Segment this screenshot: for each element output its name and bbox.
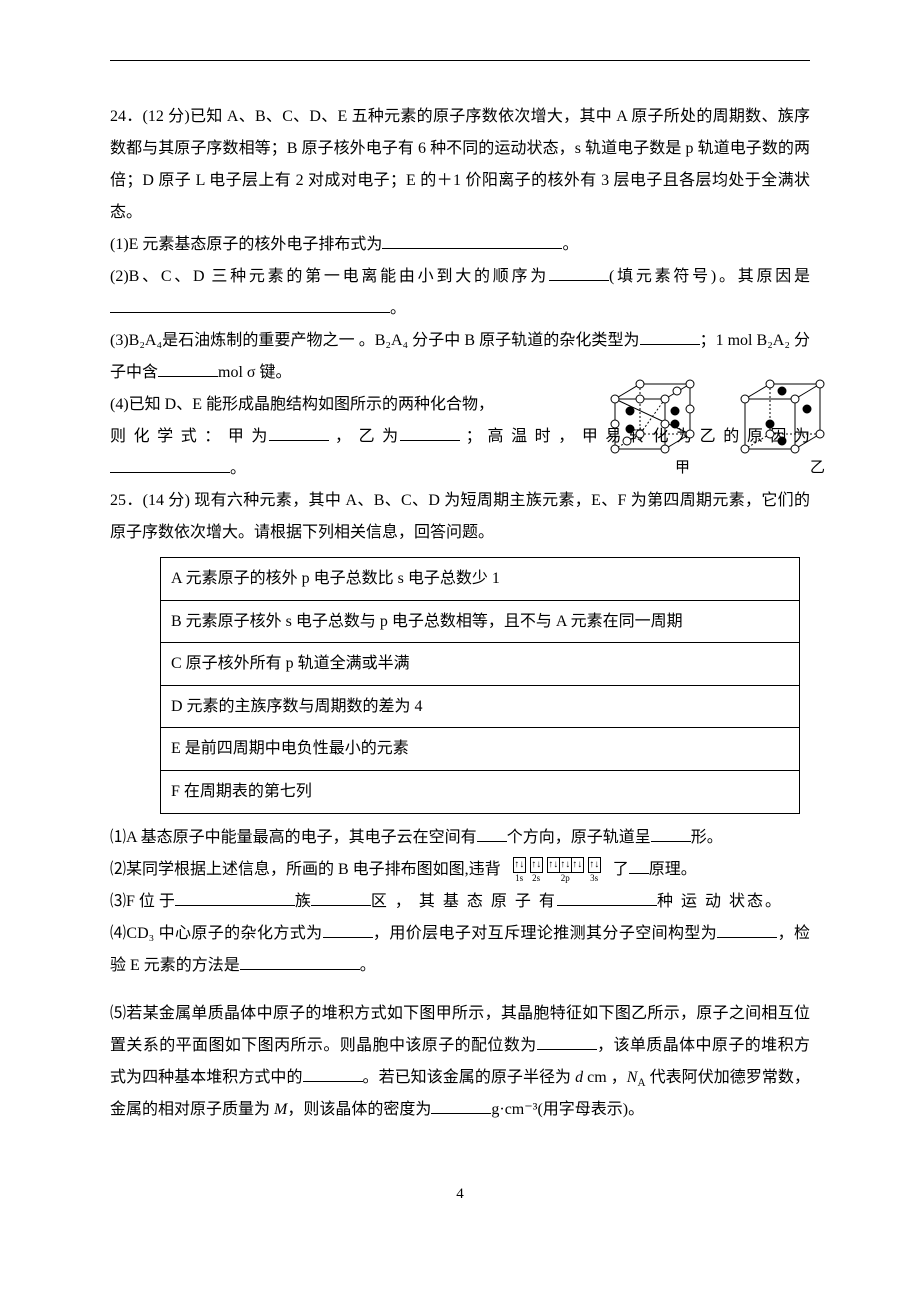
table-row: E 是前四周期中电负性最小的元素 xyxy=(161,728,800,771)
blank xyxy=(400,424,460,441)
orbital-1s: ↑↓ 1s xyxy=(513,857,526,883)
table-row: D 元素的主族序数与周期数的差为 4 xyxy=(161,685,800,728)
q25-info-table: A 元素原子的核外 p 电子总数比 s 电子总数少 1 B 元素原子核外 s 电… xyxy=(160,557,800,814)
q25-p2b: 了 xyxy=(613,861,629,878)
q25-p2: ⑵某同学根据上述信息，所画的 B 电子排布图如图,违背 ↑↓ 1s ↑↓ 2s … xyxy=(110,854,810,886)
orbital-label: 1s xyxy=(515,874,523,883)
var-N: N xyxy=(627,1069,638,1086)
blank xyxy=(240,953,360,970)
blank xyxy=(158,360,218,377)
q24-p1-text: (1)E 元素基态原子的核外电子排布式为 xyxy=(110,236,382,253)
q25-p5c-mid1: cm ， xyxy=(583,1069,627,1086)
q25-p1a: ⑴A 基态原子中能量最高的电子，其电子云在空间有 xyxy=(110,829,477,846)
var-M: M xyxy=(274,1101,287,1118)
blank xyxy=(431,1097,491,1114)
crystal-cube-yi: 乙 xyxy=(730,369,830,469)
blank xyxy=(269,424,329,441)
var-d: d xyxy=(575,1069,583,1086)
orbital-2p: ↑↓ ↑↓ ↑↓ 2p xyxy=(547,857,584,883)
q25-p5d: g·cm⁻³(用字母表示)。 xyxy=(491,1101,644,1118)
table-row: F 在周期表的第七列 xyxy=(161,770,800,813)
q24-p4e: 。 xyxy=(230,460,246,477)
top-rule xyxy=(110,60,810,61)
q25-p3d: 种 运 动 状态。 xyxy=(657,893,783,910)
blank xyxy=(557,889,657,906)
orbital-label: 3s xyxy=(590,874,598,883)
blank xyxy=(629,857,649,874)
table-row: A 元素原子的核外 p 电子总数比 s 电子总数少 1 xyxy=(161,558,800,601)
blank xyxy=(110,296,390,313)
blank xyxy=(110,456,230,473)
q24-stem: 24．(12 分)已知 A、B、C、D、E 五种元素的原子序数依次增大，其中 A… xyxy=(110,101,810,229)
table-row: C 原子核外所有 p 轨道全满或半满 xyxy=(161,643,800,686)
blank xyxy=(640,328,700,345)
q25-p1c: 形。 xyxy=(691,829,723,846)
blank xyxy=(477,825,507,842)
q24-p2b: (填元素符号)。其原因是 xyxy=(609,268,810,285)
blank xyxy=(175,889,295,906)
q24-p4c: ， 乙 为 xyxy=(329,428,400,445)
q25-stem: 25．(14 分) 现有六种元素，其中 A、B、C、D 为短周期主族元素，E、F… xyxy=(110,485,810,549)
q25-p2c: 原理。 xyxy=(649,861,697,878)
q25-p4b: ，用价层电子对互斥理论推测其分子空间构型为 xyxy=(373,925,718,942)
crystal-diagrams: 甲 乙 xyxy=(600,369,830,469)
blank xyxy=(717,921,777,938)
q25-p3b: 族 xyxy=(295,893,311,910)
orbital-cell: ↑↓ xyxy=(513,857,526,873)
q25-p2a: ⑵某同学根据上述信息，所画的 B 电子排布图如图,违背 xyxy=(110,861,501,878)
q25-p1: ⑴A 基态原子中能量最高的电子，其电子云在空间有 个方向，原子轨道呈 形。 xyxy=(110,822,810,854)
q25-p4d: 。 xyxy=(360,957,376,974)
label-jia: 甲 xyxy=(675,456,690,477)
q25-p4a: ⑷CD₃ 中心原子的杂化方式为 xyxy=(110,925,323,942)
q24-p2c: 。 xyxy=(390,300,406,317)
q24-p2a: (2)B、C、D 三种元素的第一电离能由小到大的顺序为 xyxy=(110,268,549,285)
q24-p4b: 则 化 学 式 ： 甲 为 xyxy=(110,428,269,445)
q25-p5c-end: ，则该晶体的密度为 xyxy=(287,1101,431,1118)
orbital-label: 2s xyxy=(532,874,540,883)
q24-p1-end: 。 xyxy=(562,236,578,253)
orbital-label: 2p xyxy=(561,874,570,883)
q24-p2: (2)B、C、D 三种元素的第一电离能由小到大的顺序为 (填元素符号)。其原因是。 xyxy=(110,261,810,325)
orbital-cell: ↑↓ xyxy=(588,857,601,873)
sub-A: A xyxy=(637,1077,645,1089)
q24-p3c: mol σ 键。 xyxy=(218,364,292,381)
blank xyxy=(323,921,373,938)
q25-p4: ⑷CD₃ 中心原子的杂化方式为，用价层电子对互斥理论推测其分子空间构型为，检验 … xyxy=(110,918,810,982)
blank xyxy=(303,1065,363,1082)
page-number: 4 xyxy=(110,1186,810,1203)
q25-p1b: 个方向，原子轨道呈 xyxy=(507,829,651,846)
q25-p3c: 区 ， 其 基 态 原 子 有 xyxy=(371,893,557,910)
blank xyxy=(311,889,371,906)
q24-p3a: (3)B₂A₄是石油炼制的重要产物之一 。B₂A₄ 分子中 B 原子轨道的杂化类… xyxy=(110,332,640,349)
q24-p1: (1)E 元素基态原子的核外电子排布式为 。 xyxy=(110,229,810,261)
orbital-diagram: ↑↓ 1s ↑↓ 2s ↑↓ ↑↓ ↑↓ 2p ↑↓ 3s xyxy=(511,857,603,883)
blank xyxy=(382,232,562,249)
q25-p3: ⑶F 位 于 族 区 ， 其 基 态 原 子 有 种 运 动 状态。 xyxy=(110,886,810,918)
blank xyxy=(537,1033,597,1050)
orbital-cell: ↑↓ xyxy=(530,857,543,873)
orbital-cell: ↑↓ xyxy=(571,857,584,873)
q25-p5c-pre: 。若已知该金属的原子半径为 xyxy=(363,1069,576,1086)
q25-p3a: ⑶F 位 于 xyxy=(110,893,175,910)
orbital-2s: ↑↓ 2s xyxy=(530,857,543,883)
blank xyxy=(549,264,609,281)
table-row: B 元素原子核外 s 电子总数与 p 电子总数相等，且不与 A 元素在同一周期 xyxy=(161,600,800,643)
blank xyxy=(651,825,691,842)
crystal-cube-jia: 甲 xyxy=(600,369,700,469)
orbital-3s: ↑↓ 3s xyxy=(588,857,601,883)
q25-p5: ⑸若某金属单质晶体中原子的堆积方式如下图甲所示，其晶胞特征如下图乙所示，原子之间… xyxy=(110,998,810,1127)
label-yi: 乙 xyxy=(810,456,825,477)
